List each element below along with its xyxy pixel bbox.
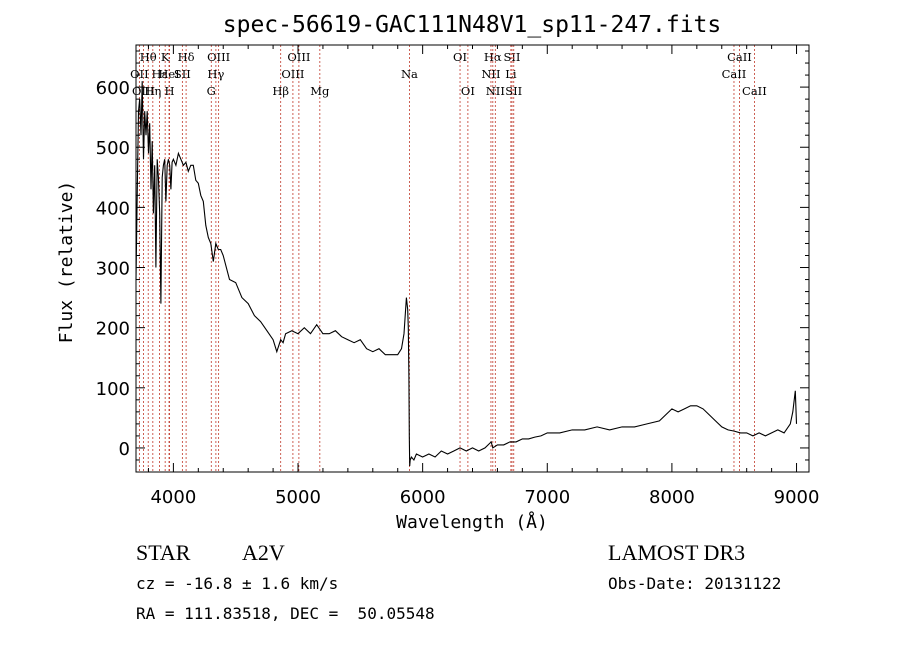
line-marker-label: SII — [504, 50, 521, 64]
y-tick-label: 100 — [96, 379, 130, 400]
survey-name: LAMOST DR3 — [608, 540, 746, 565]
line-marker-label: OIII — [207, 50, 230, 64]
y-tick-label: 500 — [96, 138, 130, 159]
line-marker-label: Hγ — [207, 67, 224, 81]
x-tick-label: 6000 — [400, 487, 446, 508]
line-marker-label: Hα — [484, 50, 502, 64]
plot-frame — [135, 44, 810, 473]
line-marker-label: Hε — [152, 67, 168, 81]
line-marker-label: OIII — [287, 50, 310, 64]
line-marker-label: OI — [453, 50, 467, 64]
line-marker-label: H — [165, 84, 175, 98]
line-marker-label: OI — [461, 84, 475, 98]
obs-date: Obs-Date: 20131122 — [608, 574, 782, 593]
line-marker-label: NII — [486, 84, 505, 98]
y-tick-label: 300 — [96, 259, 130, 280]
redshift-text: cz = -16.8 ± 1.6 km/s — [136, 574, 339, 593]
line-marker-label: Hβ — [272, 84, 289, 98]
line-marker-label: SII — [505, 84, 522, 98]
line-marker-label: Mg — [310, 84, 330, 98]
coordinates: RA = 111.83518, DEC = 50.05548 — [136, 604, 435, 623]
x-tick-label: 7000 — [524, 487, 570, 508]
x-tick-label: 8000 — [649, 487, 695, 508]
object-subclass: A2V — [242, 540, 285, 565]
y-tick-label: 200 — [96, 319, 130, 340]
line-marker-label: G — [207, 84, 216, 98]
line-marker-label: K — [161, 50, 170, 64]
y-tick-label: 600 — [96, 78, 130, 99]
y-tick-label: 0 — [119, 439, 130, 460]
line-marker-label: SII — [174, 67, 191, 81]
axis-ticks: 4000 5000 6000 7000 8000 9000 0 100 200 300 400 500… — [96, 45, 820, 508]
line-marker-label: CaII — [722, 67, 747, 81]
spectrum-chart: spec-56619-GAC111N48V1_sp11-247.fits Hθ O… — [56, 12, 820, 533]
line-marker-label: Na — [401, 67, 418, 81]
x-tick-label: 5000 — [275, 487, 321, 508]
line-marker-label: Li — [505, 67, 517, 81]
line-marker-label: CaII — [742, 84, 767, 98]
x-axis-label: Wavelength (Å) — [396, 511, 548, 533]
line-marker-label: OIII — [281, 67, 304, 81]
x-tick-label: 9000 — [774, 487, 820, 508]
line-marker-label: NII — [481, 67, 500, 81]
x-tick-label: 4000 — [150, 487, 196, 508]
line-marker-label: CaII — [727, 50, 752, 64]
line-marker-label: OII — [130, 67, 149, 81]
line-marker-label: Hδ — [178, 50, 195, 64]
object-class: STAR — [136, 540, 191, 565]
line-marker-label: HeI — [158, 67, 179, 81]
y-tick-label: 400 — [96, 198, 130, 219]
chart-title: spec-56619-GAC111N48V1_sp11-247.fits — [223, 12, 722, 38]
flux-series-line — [135, 81, 798, 467]
line-marker-label: Hη — [144, 84, 161, 98]
line-marker-label: Hθ — [140, 50, 157, 64]
y-axis-label: Flux (relative) — [56, 181, 77, 344]
